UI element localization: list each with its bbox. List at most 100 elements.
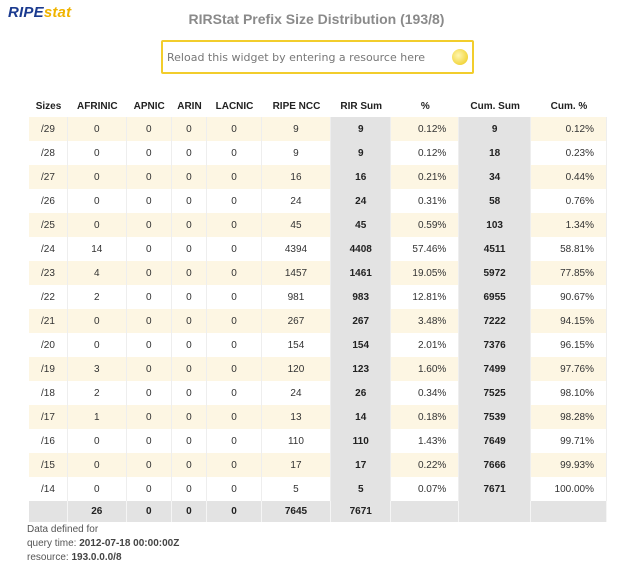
- widget-title: RIRStat Prefix Size Distribution (193/8): [188, 11, 445, 27]
- cell-arin: 0: [171, 117, 208, 141]
- cell-lacnic: 0: [207, 477, 262, 501]
- logo-ripe-text: RIPE: [8, 4, 44, 21]
- cell-afrinic: 2: [67, 381, 127, 405]
- cell-percent: 0.31%: [391, 189, 460, 213]
- cell-cum-percent: 77.85%: [530, 261, 607, 285]
- cell-afrinic: 0: [67, 477, 127, 501]
- cell-lacnic: 0: [207, 285, 262, 309]
- cell-percent: 1.43%: [391, 429, 460, 453]
- totals-row: 26 0 0 0 7645 7671: [29, 501, 607, 522]
- cell-arin: 0: [171, 453, 208, 477]
- cell-apnic: 0: [126, 141, 172, 165]
- reload-resource-box: [161, 40, 474, 74]
- cell-ripe-ncc: 267: [261, 309, 332, 333]
- ripestat-logo: RIPEstat: [8, 4, 71, 21]
- cell-arin: 0: [171, 477, 208, 501]
- reload-go-icon[interactable]: [452, 49, 468, 65]
- cell-cum-percent: 0.23%: [530, 141, 607, 165]
- cell-rir-sum: 123: [331, 357, 392, 381]
- cell-arin: 0: [171, 189, 208, 213]
- cell-afrinic: 0: [67, 429, 127, 453]
- totals-cell: 7645: [261, 501, 332, 522]
- cell-lacnic: 0: [207, 189, 262, 213]
- cell-lacnic: 0: [207, 381, 262, 405]
- query-time-value: 2012-07-18 00:00:00Z: [79, 538, 180, 549]
- cell-lacnic: 0: [207, 453, 262, 477]
- cell-apnic: 0: [126, 333, 172, 357]
- totals-cell: [391, 501, 460, 522]
- prefix-size-table: Sizes AFRINIC APNIC ARIN LACNIC RIPE NCC…: [29, 95, 607, 522]
- cell-lacnic: 0: [207, 429, 262, 453]
- cell-arin: 0: [171, 285, 208, 309]
- totals-cell: [459, 501, 531, 522]
- table-row: /15 0 0 0 0 17 17 0.22% 7666 99.93%: [29, 453, 607, 477]
- cell-percent: 2.01%: [391, 333, 460, 357]
- table-row: /20 0 0 0 0 154 154 2.01% 7376 96.15%: [29, 333, 607, 357]
- cell-lacnic: 0: [207, 237, 262, 261]
- cell-apnic: 0: [126, 261, 172, 285]
- cell-afrinic: 14: [67, 237, 127, 261]
- cell-cum-sum: 7666: [459, 453, 531, 477]
- cell-ripe-ncc: 5: [261, 477, 332, 501]
- cell-cum-percent: 99.93%: [530, 453, 607, 477]
- cell-size: /19: [29, 357, 68, 381]
- cell-apnic: 0: [126, 213, 172, 237]
- cell-cum-percent: 98.28%: [530, 405, 607, 429]
- cell-lacnic: 0: [207, 165, 262, 189]
- col-header-apnic: APNIC: [133, 100, 165, 112]
- col-header-ripe-ncc: RIPE NCC: [272, 100, 321, 112]
- cell-cum-percent: 96.15%: [530, 333, 607, 357]
- cell-cum-sum: 9: [459, 117, 531, 141]
- cell-cum-percent: 0.44%: [530, 165, 607, 189]
- cell-cum-sum: 7499: [459, 357, 531, 381]
- cell-apnic: 0: [126, 285, 172, 309]
- cell-cum-sum: 7525: [459, 381, 531, 405]
- cell-arin: 0: [171, 213, 208, 237]
- totals-cell: [530, 501, 607, 522]
- cell-arin: 0: [171, 309, 208, 333]
- cell-lacnic: 0: [207, 357, 262, 381]
- table-row: /21 0 0 0 0 267 267 3.48% 7222 94.15%: [29, 309, 607, 333]
- col-header-cum-percent: Cum. %: [550, 100, 588, 112]
- cell-size: /18: [29, 381, 68, 405]
- resource-input[interactable]: [167, 48, 447, 66]
- cell-size: /17: [29, 405, 68, 429]
- cell-size: /16: [29, 429, 68, 453]
- cell-rir-sum: 14: [331, 405, 392, 429]
- cell-ripe-ncc: 24: [261, 189, 332, 213]
- cell-lacnic: 0: [207, 141, 262, 165]
- cell-percent: 0.21%: [391, 165, 460, 189]
- footer-resource: resource: 193.0.0.0/8: [27, 552, 122, 563]
- footer-intro: Data defined for: [27, 524, 99, 535]
- cell-afrinic: 2: [67, 285, 127, 309]
- cell-rir-sum: 9: [331, 117, 392, 141]
- cell-cum-sum: 7222: [459, 309, 531, 333]
- cell-size: /22: [29, 285, 68, 309]
- cell-afrinic: 4: [67, 261, 127, 285]
- cell-size: /28: [29, 141, 68, 165]
- cell-arin: 0: [171, 237, 208, 261]
- cell-ripe-ncc: 45: [261, 213, 332, 237]
- cell-rir-sum: 24: [331, 189, 392, 213]
- cell-percent: 0.34%: [391, 381, 460, 405]
- cell-arin: 0: [171, 141, 208, 165]
- cell-ripe-ncc: 9: [261, 141, 332, 165]
- totals-cell: [29, 501, 68, 522]
- col-header-afrinic: AFRINIC: [77, 100, 118, 112]
- table-row: /26 0 0 0 0 24 24 0.31% 58 0.76%: [29, 189, 607, 213]
- table-row: /29 0 0 0 0 9 9 0.12% 9 0.12%: [29, 117, 607, 141]
- table-row: /28 0 0 0 0 9 9 0.12% 18 0.23%: [29, 141, 607, 165]
- cell-cum-percent: 58.81%: [530, 237, 607, 261]
- cell-cum-sum: 7539: [459, 405, 531, 429]
- logo-stat-text: stat: [43, 4, 72, 21]
- cell-size: /26: [29, 189, 68, 213]
- footer-query-time: query time: 2012-07-18 00:00:00Z: [27, 538, 180, 549]
- cell-ripe-ncc: 17: [261, 453, 332, 477]
- cell-cum-percent: 1.34%: [530, 213, 607, 237]
- cell-percent: 0.18%: [391, 405, 460, 429]
- data-definition-footer: Data defined for query time: 2012-07-18 …: [27, 523, 179, 565]
- cell-rir-sum: 5: [331, 477, 392, 501]
- cell-apnic: 0: [126, 357, 172, 381]
- resource-value: 193.0.0.0/8: [71, 552, 122, 563]
- cell-afrinic: 0: [67, 189, 127, 213]
